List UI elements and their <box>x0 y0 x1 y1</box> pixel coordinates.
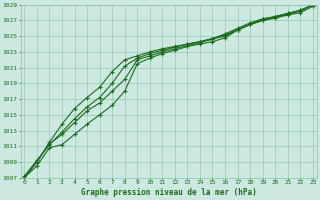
X-axis label: Graphe pression niveau de la mer (hPa): Graphe pression niveau de la mer (hPa) <box>81 188 256 197</box>
